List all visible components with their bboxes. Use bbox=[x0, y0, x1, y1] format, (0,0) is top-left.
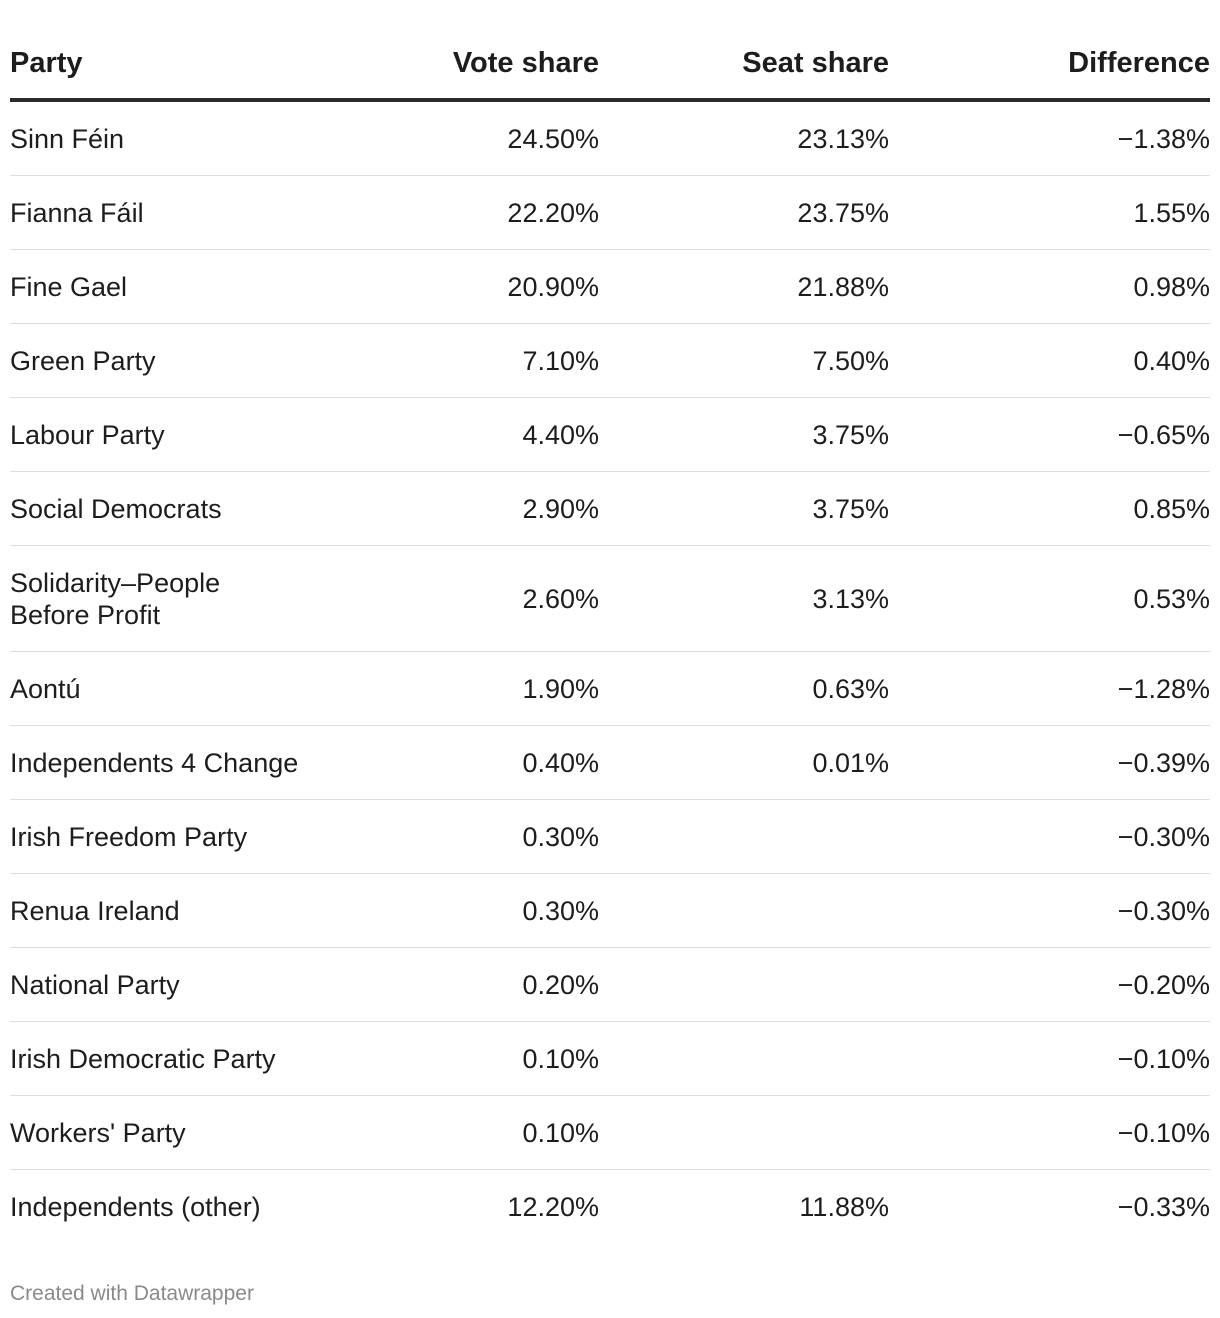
cell-vote-share: 7.10% bbox=[350, 323, 599, 398]
cell-party: Independents 4 Change bbox=[10, 725, 350, 800]
cell-party: Fine Gael bbox=[10, 249, 350, 324]
cell-party: Aontú bbox=[10, 651, 350, 726]
table-row: Solidarity–People Before Profit 2.60% 3.13%… bbox=[10, 545, 1210, 652]
cell-party: Irish Democratic Party bbox=[10, 1021, 350, 1096]
table-row: Irish Freedom Party 0.30% −0.30% bbox=[10, 799, 1210, 874]
cell-seat-share bbox=[599, 1095, 889, 1170]
cell-vote-share: 4.40% bbox=[350, 397, 599, 472]
cell-seat-share bbox=[599, 799, 889, 874]
table-row: Labour Party 4.40% 3.75% −0.65% bbox=[10, 397, 1210, 472]
column-header-seat-share: Seat share bbox=[599, 28, 889, 102]
cell-vote-share: 12.20% bbox=[507, 1191, 599, 1222]
cell-vote-share: 0.30% bbox=[350, 873, 599, 948]
table-body: Sinn Féin 24.50% 23.13% −1.38% Fianna Fáil 22… bbox=[10, 100, 1210, 1243]
cell-difference: −0.30% bbox=[889, 799, 1210, 874]
table-row: Aontú 1.90% 0.63% −1.28% bbox=[10, 651, 1210, 726]
cell-difference: −1.38% bbox=[889, 100, 1210, 176]
results-table-container: Party Vote share Seat share Difference S… bbox=[10, 28, 1210, 1243]
cell-seat-share bbox=[599, 873, 889, 948]
results-table: Party Vote share Seat share Difference S… bbox=[10, 28, 1210, 1243]
party-name-line: Solidarity–People bbox=[10, 567, 221, 598]
cell-vote-share: 0.10% bbox=[350, 1021, 599, 1096]
cell-party: Irish Freedom Party bbox=[10, 799, 350, 874]
cell-vote-share: 0.10% bbox=[350, 1095, 599, 1170]
cell-seat-share: 3.75% bbox=[599, 397, 889, 472]
cell-party: Sinn Féin bbox=[10, 100, 350, 176]
party-name-line: Before Profit bbox=[10, 599, 161, 630]
cell-party: Labour Party bbox=[10, 397, 350, 472]
cell-vote-share: 24.50% bbox=[350, 100, 599, 176]
cell-party: Renua Ireland bbox=[10, 873, 350, 948]
table-row: Fianna Fáil 22.20% 23.75% 1.55% bbox=[10, 175, 1210, 250]
cell-party: Green Party bbox=[10, 323, 350, 398]
cell-seat-share: 7.50% bbox=[599, 323, 889, 398]
cell-vote-share: 0.20% bbox=[350, 947, 599, 1022]
column-header-vote-share: Vote share bbox=[350, 28, 599, 102]
cell-vote-share: 0.40% bbox=[350, 725, 599, 800]
cell-difference: 0.85% bbox=[889, 471, 1210, 546]
cell-difference: −1.28% bbox=[889, 651, 1210, 726]
table-row: Irish Democratic Party 0.10% −0.10% bbox=[10, 1021, 1210, 1096]
cell-vote-share: 2.90% bbox=[350, 471, 599, 546]
table-row: National Party 0.20% −0.20% bbox=[10, 947, 1210, 1022]
cell-seat-share: 3.75% bbox=[599, 471, 889, 546]
cell-vote-share: 1.90% bbox=[350, 651, 599, 726]
cell-party: Independents (other) bbox=[10, 1191, 261, 1222]
cell-difference: −0.30% bbox=[889, 873, 1210, 948]
table-row: Fine Gael 20.90% 21.88% 0.98% bbox=[10, 249, 1210, 324]
cell-difference: 1.55% bbox=[889, 175, 1210, 250]
table-row: Renua Ireland 0.30% −0.30% bbox=[10, 873, 1210, 948]
cell-seat-share bbox=[599, 1021, 889, 1096]
cell-party: Social Democrats bbox=[10, 471, 350, 546]
cell-difference: −0.65% bbox=[889, 397, 1210, 472]
cell-difference: −0.10% bbox=[889, 1021, 1210, 1096]
table-row: Sinn Féin 24.50% 23.13% −1.38% bbox=[10, 100, 1210, 176]
cell-difference: 0.53% bbox=[889, 545, 1210, 652]
cell-party: Workers' Party bbox=[10, 1095, 350, 1170]
table-header-row: Party Vote share Seat share Difference bbox=[10, 28, 1210, 102]
cell-vote-share: 0.30% bbox=[350, 799, 599, 874]
table-row: Independents (other) 12.20% 11.88% −0.33% bbox=[10, 1170, 1210, 1244]
cell-seat-share: 11.88% bbox=[799, 1191, 889, 1222]
cell-difference: −0.39% bbox=[889, 725, 1210, 800]
cell-party: Solidarity–People Before Profit bbox=[10, 545, 350, 652]
column-header-difference: Difference bbox=[889, 28, 1210, 102]
cell-party: National Party bbox=[10, 947, 350, 1022]
cell-difference: −0.20% bbox=[889, 947, 1210, 1022]
cell-seat-share bbox=[599, 947, 889, 1022]
table-row: Workers' Party 0.10% −0.10% bbox=[10, 1095, 1210, 1170]
cell-difference: −0.10% bbox=[889, 1095, 1210, 1170]
cell-seat-share: 23.13% bbox=[599, 100, 889, 176]
table-row: Green Party 7.10% 7.50% 0.40% bbox=[10, 323, 1210, 398]
column-header-party: Party bbox=[10, 28, 350, 102]
cell-seat-share: 0.01% bbox=[599, 725, 889, 800]
table-row: Social Democrats 2.90% 3.75% 0.85% bbox=[10, 471, 1210, 546]
cell-vote-share: 2.60% bbox=[350, 545, 599, 652]
cell-seat-share: 21.88% bbox=[599, 249, 889, 324]
cell-vote-share: 20.90% bbox=[350, 249, 599, 324]
cell-vote-share: 22.20% bbox=[350, 175, 599, 250]
cell-party: Fianna Fáil bbox=[10, 175, 350, 250]
datawrapper-credit: Created with Datawrapper bbox=[10, 1282, 254, 1305]
cell-seat-share: 23.75% bbox=[599, 175, 889, 250]
cell-difference: −0.33% bbox=[1117, 1191, 1210, 1222]
cell-seat-share: 0.63% bbox=[599, 651, 889, 726]
cell-difference: 0.40% bbox=[889, 323, 1210, 398]
table-row: Independents 4 Change 0.40% 0.01% −0.39% bbox=[10, 725, 1210, 800]
cell-difference: 0.98% bbox=[889, 249, 1210, 324]
cell-seat-share: 3.13% bbox=[599, 545, 889, 652]
